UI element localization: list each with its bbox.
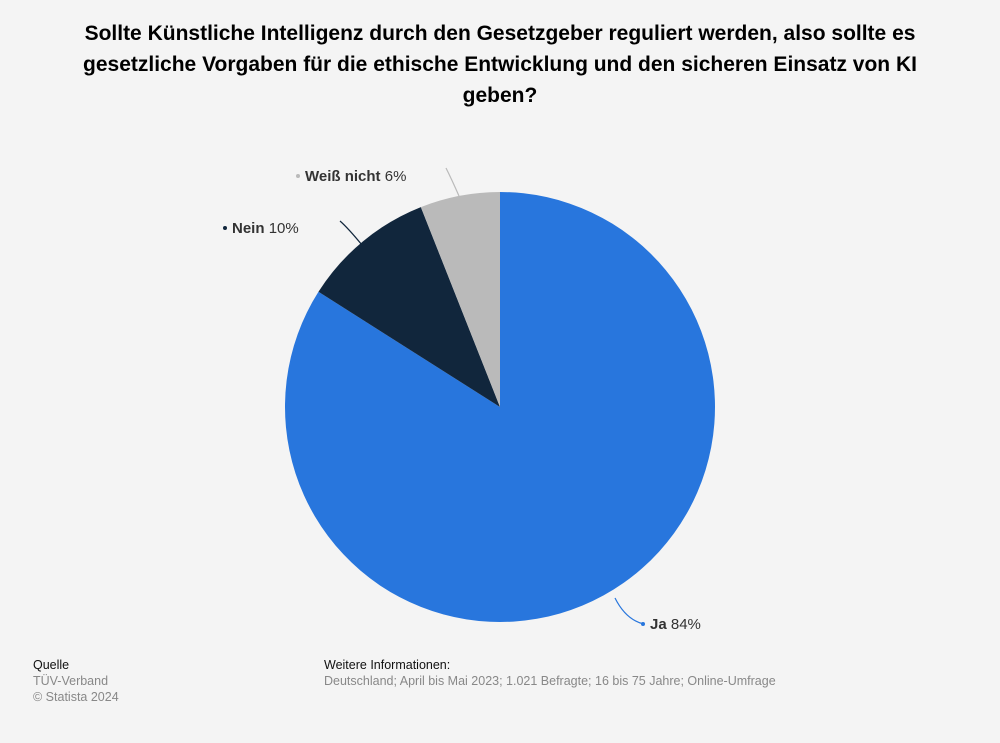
info-heading: Weitere Informationen:: [324, 658, 451, 672]
info-value: Deutschland; April bis Mai 2023; 1.021 B…: [324, 674, 776, 688]
pie-slice-weiß-nicht: [420, 192, 500, 407]
label-bullet-weiß-nicht: [296, 174, 300, 178]
slice-label-ja: Ja 84%: [650, 616, 701, 633]
source-value: TÜV-Verband: [33, 674, 109, 688]
source-block: Quelle TÜV-Verband © Statista 2024: [33, 657, 119, 705]
label-bullet-nein: [223, 226, 227, 230]
leader-line-nein: [339, 220, 363, 246]
info-block: Weitere Informationen: Deutschland; Apri…: [324, 657, 776, 689]
slice-label-weiß-nicht: Weiß nicht 6%: [305, 168, 406, 185]
source-heading: Quelle: [33, 658, 70, 672]
label-bullet-ja: [641, 622, 645, 626]
copyright: © Statista 2024: [33, 690, 119, 704]
slice-label-nein: Nein 10%: [232, 220, 299, 237]
leader-line-ja: [614, 597, 645, 625]
chart-title: Sollte Künstliche Intelligenz durch den …: [83, 22, 917, 107]
pie-slice-ja: [285, 192, 715, 622]
pie-slice-nein: [318, 207, 500, 407]
leader-line-weiß-nicht: [445, 167, 460, 197]
